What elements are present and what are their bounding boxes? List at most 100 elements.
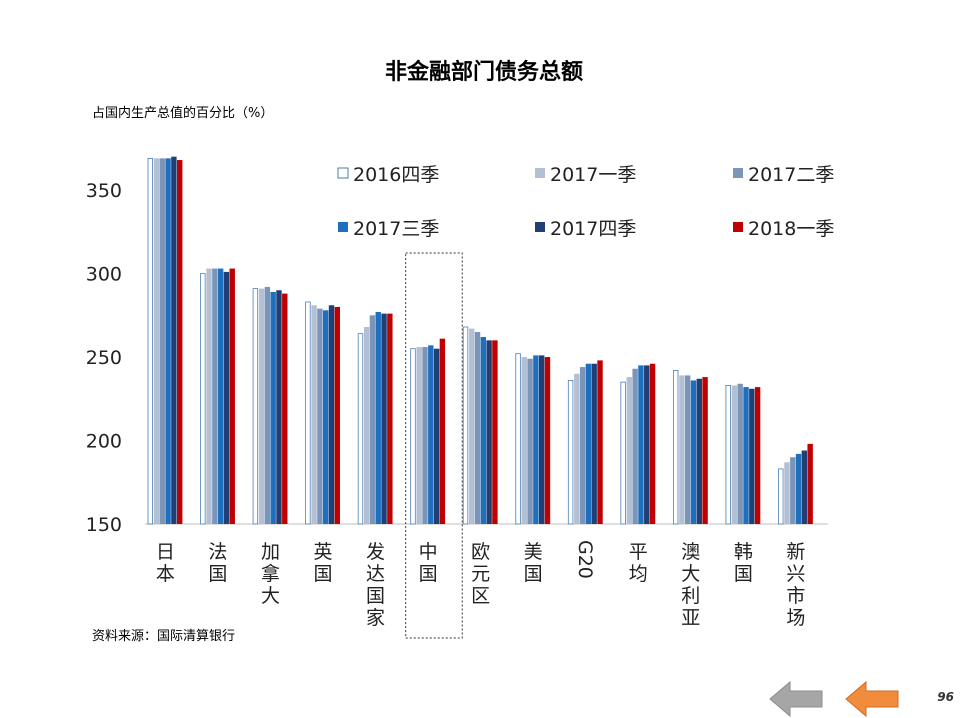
bar — [544, 357, 551, 524]
bar — [363, 326, 370, 524]
legend-label: 2017三季 — [353, 218, 439, 240]
bar — [171, 156, 177, 524]
bar — [620, 381, 626, 525]
y-tick-label: 150 — [86, 514, 122, 536]
bar — [632, 368, 638, 524]
bar — [328, 305, 335, 524]
legend-swatch — [733, 168, 743, 178]
bar — [492, 340, 498, 524]
bar — [679, 375, 685, 524]
x-tick-label: 日本 — [156, 541, 175, 585]
bar — [264, 286, 271, 524]
y-tick-label: 200 — [86, 431, 122, 453]
bar — [147, 157, 153, 525]
bar — [369, 315, 376, 524]
legend-swatch — [535, 168, 545, 178]
x-tick-label: 平均 — [629, 541, 648, 585]
x-tick-label: 法国 — [208, 541, 227, 585]
bar — [486, 340, 492, 524]
arrow-left-icon — [769, 680, 823, 718]
bar — [807, 443, 813, 524]
bar — [515, 353, 521, 525]
bar — [311, 305, 317, 524]
bar — [357, 333, 364, 525]
y-tick-label: 350 — [86, 180, 122, 202]
bar — [334, 306, 341, 524]
bar — [165, 158, 171, 524]
y-tick-label: 300 — [86, 264, 122, 286]
bar — [644, 365, 650, 524]
bar — [778, 468, 784, 525]
bar — [696, 378, 702, 524]
x-tick-label: 澳大利亚 — [681, 541, 700, 629]
bar — [731, 385, 738, 524]
bar — [638, 365, 644, 524]
bar — [737, 383, 743, 524]
bar — [690, 380, 697, 524]
bar — [702, 377, 708, 524]
bar — [743, 387, 749, 524]
legend-swatch — [535, 222, 545, 232]
bar — [282, 293, 288, 524]
bar — [567, 380, 574, 525]
bar — [795, 453, 802, 524]
bar — [159, 158, 165, 524]
bar — [754, 387, 761, 524]
legend-swatch — [337, 167, 349, 179]
bar — [801, 450, 808, 524]
bar — [206, 268, 212, 524]
highlight-box — [405, 252, 463, 639]
x-tick-label: 英国 — [314, 541, 333, 585]
bar — [749, 388, 755, 524]
x-tick-label: 发达国家 — [366, 541, 385, 629]
legend-label: 2018一季 — [748, 218, 834, 240]
x-tick-label: 中国 — [419, 541, 438, 585]
bar — [276, 290, 282, 524]
bar — [574, 373, 580, 524]
bar — [428, 345, 434, 524]
bar — [212, 268, 218, 524]
bar — [725, 385, 731, 525]
bar — [521, 357, 527, 524]
bar — [469, 328, 475, 524]
bar — [480, 337, 487, 524]
bar — [258, 288, 265, 524]
bar — [375, 311, 381, 524]
bar — [672, 369, 679, 525]
bar — [217, 268, 224, 524]
legend-label: 2017二季 — [748, 164, 834, 186]
legend-label: 2016四季 — [353, 164, 439, 186]
y-axis-label: 占国内生产总值的百分比（%） — [92, 106, 274, 121]
bar — [422, 347, 428, 524]
bar — [200, 273, 206, 525]
bar — [433, 348, 440, 524]
bar — [649, 363, 656, 524]
bar — [153, 158, 160, 524]
x-tick-label: 美国 — [524, 541, 543, 585]
legend-swatch — [733, 222, 743, 232]
bar — [626, 377, 633, 524]
legend-label: 2017一季 — [550, 164, 636, 186]
forward-arrow-button[interactable] — [844, 680, 900, 718]
source-note: 资料来源：国际清算银行 — [92, 629, 236, 644]
bar — [527, 358, 533, 524]
bar — [462, 326, 469, 525]
back-arrow-button[interactable] — [768, 680, 824, 718]
bar — [684, 375, 691, 524]
bar — [591, 363, 597, 524]
chart-title: 非金融部门债务总额 — [384, 60, 583, 85]
legend-swatch — [338, 222, 348, 232]
bar — [416, 347, 422, 524]
bar — [317, 308, 323, 524]
x-tick-label: 欧元区 — [471, 541, 490, 607]
x-tick-label: G20 — [574, 540, 596, 579]
bar — [223, 271, 230, 524]
y-tick-label: 250 — [86, 347, 122, 369]
bar — [474, 332, 481, 524]
bar — [252, 288, 259, 525]
bar — [305, 301, 311, 525]
bar — [387, 313, 393, 524]
bar — [533, 355, 539, 524]
x-tick-label: 加拿大 — [261, 541, 280, 607]
x-tick-label: 韩国 — [734, 541, 753, 585]
